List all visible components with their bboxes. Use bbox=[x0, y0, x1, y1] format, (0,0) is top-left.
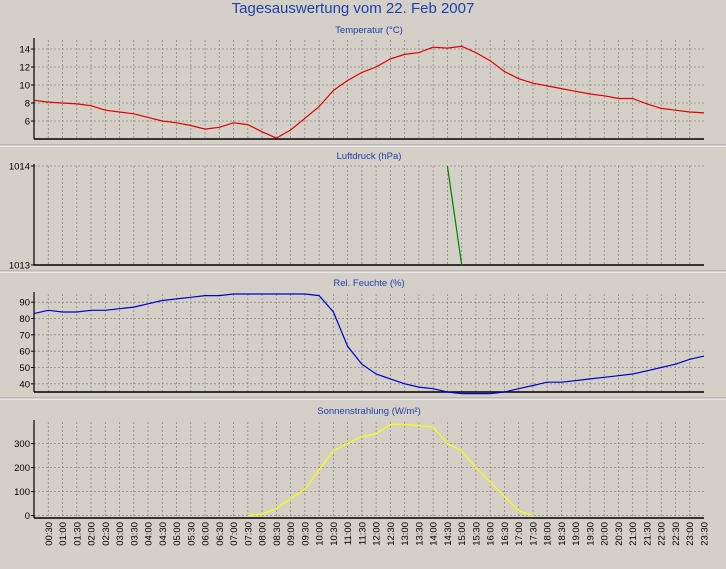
x-tick-label: 14:00 bbox=[429, 522, 440, 546]
x-tick-label: 16:00 bbox=[486, 522, 497, 546]
x-tick-label: 00:30 bbox=[44, 522, 55, 546]
x-tick-label: 17:00 bbox=[514, 522, 525, 546]
x-tick-label: 23:30 bbox=[700, 522, 711, 546]
chart-panel-4: Sonnenstrahlung (W/m²) 0 100 200 300 bbox=[14, 406, 704, 522]
x-tick-label: 19:30 bbox=[586, 522, 597, 546]
y-tick-label: 6 bbox=[25, 117, 30, 128]
x-tick-label: 07:30 bbox=[243, 522, 254, 546]
x-tick-label: 13:30 bbox=[414, 522, 425, 546]
x-tick-label: 17:30 bbox=[528, 522, 539, 546]
x-tick-label: 12:00 bbox=[372, 522, 383, 546]
y-tick-label: 40 bbox=[19, 379, 30, 390]
chart-title: Sonnenstrahlung (W/m²) bbox=[317, 406, 420, 417]
x-tick-label: 22:30 bbox=[671, 522, 682, 546]
x-tick-label: 19:00 bbox=[571, 522, 582, 546]
x-tick-label: 10:00 bbox=[315, 522, 326, 546]
y-tick-label: 14 bbox=[19, 45, 30, 56]
series-line bbox=[33, 293, 705, 395]
x-tick-label: 23:00 bbox=[685, 522, 696, 546]
x-tick-label: 22:00 bbox=[657, 522, 668, 546]
x-tick-label: 03:30 bbox=[129, 522, 140, 546]
series-line bbox=[446, 165, 463, 266]
y-tick-label: 50 bbox=[19, 363, 30, 374]
y-tick-label: 10 bbox=[19, 81, 30, 92]
x-tick-label: 15:30 bbox=[471, 522, 482, 546]
y-tick-label: 90 bbox=[19, 298, 30, 309]
chart-panel-2: Luftdruck (hPa) 1013 1014 bbox=[0, 151, 726, 273]
series-line bbox=[247, 423, 534, 517]
x-tick-label: 12:30 bbox=[386, 522, 397, 546]
page-title: Tagesauswertung vom 22. Feb 2007 bbox=[232, 0, 475, 17]
x-tick-label: 05:30 bbox=[186, 522, 197, 546]
y-tick-label: 8 bbox=[25, 99, 30, 110]
y-tick-label: 1014 bbox=[9, 162, 30, 173]
chart-title: Luftdruck (hPa) bbox=[337, 151, 402, 162]
y-tick-label: 1013 bbox=[9, 261, 30, 272]
y-tick-label: 80 bbox=[19, 314, 30, 325]
x-tick-label: 14:30 bbox=[443, 522, 454, 546]
x-tick-label: 06:00 bbox=[201, 522, 212, 546]
x-tick-label: 09:00 bbox=[286, 522, 297, 546]
y-tick-label: 0 bbox=[25, 511, 30, 522]
x-tick-label: 11:30 bbox=[357, 522, 368, 545]
y-tick-label: 300 bbox=[14, 439, 30, 450]
y-tick-label: 70 bbox=[19, 330, 30, 341]
x-tick-label: 04:00 bbox=[144, 522, 155, 546]
x-tick-label: 20:30 bbox=[614, 522, 625, 546]
x-tick-label: 20:00 bbox=[600, 522, 611, 546]
x-tick-label: 09:30 bbox=[300, 522, 311, 546]
x-tick-label: 10:30 bbox=[329, 522, 340, 546]
y-tick-label: 100 bbox=[14, 487, 30, 498]
x-tick-label: 01:00 bbox=[58, 522, 69, 546]
x-tick-labels: 00:30 01:00 01:30 02:00 02:30 03:00 03:30 04:00… bbox=[44, 522, 711, 546]
x-tick-label: 18:30 bbox=[557, 522, 568, 546]
x-tick-label: 11:00 bbox=[343, 522, 354, 545]
chart-panel-3: Rel. Feuchte (%) 40 50 60 70 80 90 bbox=[0, 278, 726, 400]
chart-title: Rel. Feuchte (%) bbox=[333, 278, 404, 289]
x-tick-label: 02:00 bbox=[87, 522, 98, 546]
x-tick-label: 15:00 bbox=[457, 522, 468, 546]
x-tick-label: 02:30 bbox=[101, 522, 112, 546]
y-tick-label: 60 bbox=[19, 347, 30, 358]
x-tick-label: 07:00 bbox=[229, 522, 240, 546]
x-tick-label: 04:30 bbox=[158, 522, 169, 546]
x-tick-label: 21:00 bbox=[628, 522, 639, 546]
y-tick-label: 12 bbox=[19, 63, 30, 74]
series-line bbox=[33, 45, 705, 139]
y-tick-label: 200 bbox=[14, 463, 30, 474]
chart-title: Temperatur (°C) bbox=[335, 25, 403, 36]
x-tick-label: 18:00 bbox=[543, 522, 554, 546]
x-tick-label: 06:30 bbox=[215, 522, 226, 546]
x-tick-label: 16:30 bbox=[500, 522, 511, 546]
x-tick-label: 13:00 bbox=[400, 522, 411, 546]
x-tick-label: 21:30 bbox=[643, 522, 654, 546]
x-tick-label: 08:00 bbox=[258, 522, 269, 546]
x-tick-label: 05:00 bbox=[172, 522, 183, 546]
x-tick-label: 08:30 bbox=[272, 522, 283, 546]
x-tick-label: 03:00 bbox=[115, 522, 126, 546]
x-tick-label: 01:30 bbox=[72, 522, 83, 546]
chart-panel-1: Temperatur (°C) 6 8 10 12 14 bbox=[0, 25, 726, 147]
